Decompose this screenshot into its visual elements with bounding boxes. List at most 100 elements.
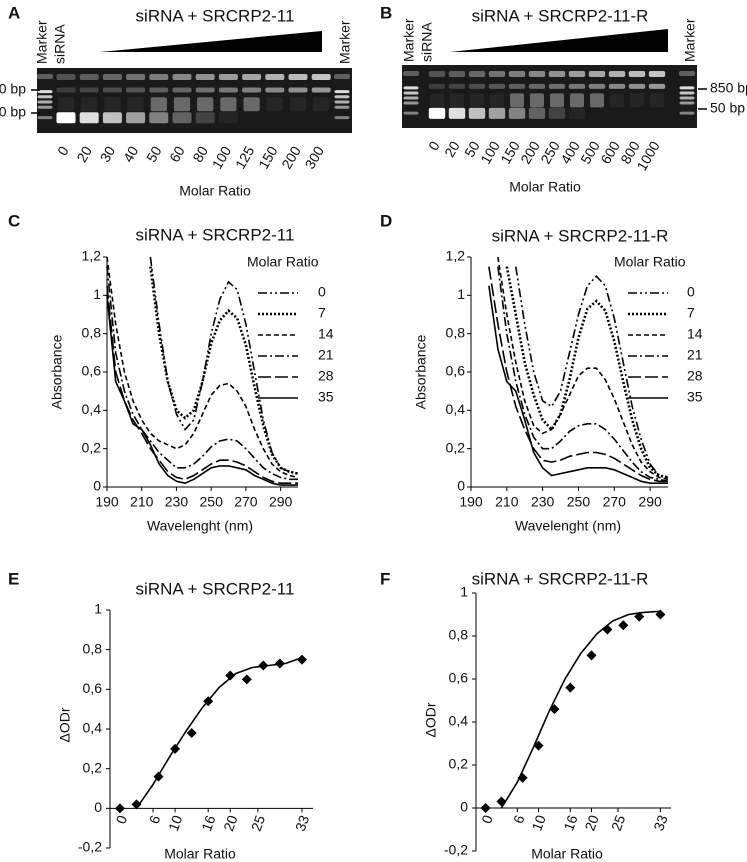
gel-band bbox=[448, 71, 466, 77]
gel-band bbox=[242, 74, 262, 80]
y-tick-label: 0,8 bbox=[446, 324, 466, 340]
gel-band bbox=[679, 96, 695, 100]
x-tick-label: 290 bbox=[638, 494, 662, 510]
gel-band bbox=[610, 93, 624, 108]
legend-label: 0 bbox=[687, 284, 695, 300]
x-tick-label: 25 bbox=[248, 813, 268, 833]
gel-band bbox=[313, 97, 330, 112]
gel-band bbox=[628, 83, 646, 89]
legend-label: 7 bbox=[318, 305, 326, 321]
gel-band bbox=[679, 86, 695, 90]
lane-label: 200 bbox=[517, 138, 543, 166]
data-point bbox=[655, 609, 666, 620]
gel-band bbox=[508, 83, 526, 89]
fit-curve bbox=[135, 656, 303, 809]
gel-band bbox=[102, 112, 122, 124]
gel-band bbox=[197, 97, 214, 112]
gel-band bbox=[648, 83, 666, 89]
gel-band bbox=[450, 93, 464, 108]
gel-band bbox=[488, 83, 506, 89]
gel-band bbox=[468, 71, 486, 77]
x-tick-label: 20 bbox=[220, 813, 240, 833]
x-tick-label: 0 bbox=[478, 813, 496, 826]
gel-band bbox=[550, 93, 564, 108]
gel-band bbox=[608, 71, 626, 77]
gel-band bbox=[528, 71, 546, 77]
y-axis-label: ΔODr bbox=[57, 707, 73, 742]
y-tick-label: 0 bbox=[457, 478, 465, 494]
gel-band bbox=[149, 112, 169, 124]
data-point bbox=[634, 611, 645, 622]
x-tick-label: 230 bbox=[531, 494, 555, 510]
gel-band bbox=[403, 86, 419, 90]
lane-label: 250 bbox=[537, 138, 563, 166]
panel-label: F bbox=[380, 569, 390, 588]
gel-band bbox=[242, 87, 262, 93]
chart-title: siRNA + SRCRP2-11 bbox=[136, 6, 295, 25]
y-tick-label: 0,6 bbox=[83, 680, 103, 696]
gel-band bbox=[508, 71, 526, 77]
series-line bbox=[497, 266, 669, 483]
series-line bbox=[505, 266, 669, 479]
gel-band bbox=[37, 100, 53, 104]
size-marker-label: 50 bp bbox=[0, 104, 26, 120]
y-tick-label: 0 bbox=[93, 478, 101, 494]
chart-title: siRNA + SRCRP2-11-R bbox=[472, 569, 649, 588]
series-line bbox=[488, 285, 668, 484]
gel-band bbox=[470, 93, 484, 108]
gel-band bbox=[311, 87, 331, 93]
gel-band bbox=[195, 112, 215, 124]
data-point bbox=[153, 771, 164, 782]
y-tick-label: 0,4 bbox=[449, 713, 469, 729]
y-tick-label: 0,2 bbox=[446, 439, 466, 455]
gel-band bbox=[265, 87, 285, 93]
x-tick-label: 0 bbox=[113, 813, 131, 826]
y-tick-label: 1 bbox=[93, 286, 101, 302]
x-tick-label: 6 bbox=[146, 813, 164, 826]
y-axis-label: ΔODr bbox=[423, 702, 439, 737]
legend-label: 21 bbox=[687, 347, 703, 363]
gel-band bbox=[630, 93, 644, 108]
lane-title: siRNA bbox=[52, 24, 68, 64]
legend-label: 14 bbox=[687, 326, 703, 342]
gel-band bbox=[195, 74, 215, 80]
gel-band bbox=[172, 112, 192, 124]
lane-label: 40 bbox=[120, 143, 142, 165]
gel-band bbox=[403, 111, 419, 115]
x-axis-label: Molar Ratio bbox=[509, 179, 581, 195]
size-marker-label: 50 bp bbox=[710, 100, 745, 116]
panel-label: E bbox=[8, 569, 19, 588]
y-tick-label: 0,6 bbox=[449, 670, 469, 686]
lane-label: 300 bbox=[301, 143, 327, 171]
gel-band bbox=[334, 95, 350, 99]
gel-band bbox=[56, 87, 76, 93]
y-tick-label: 1,2 bbox=[82, 248, 102, 264]
data-point bbox=[586, 650, 597, 661]
lane-label: 400 bbox=[557, 138, 583, 166]
gel-band bbox=[172, 74, 192, 80]
fit-curve bbox=[500, 610, 661, 809]
gel-band bbox=[311, 74, 331, 80]
y-tick-label: 0,8 bbox=[83, 640, 103, 656]
lane-label: 20 bbox=[73, 143, 95, 165]
x-axis-label: Molar Ratio bbox=[179, 183, 251, 199]
gel-band bbox=[102, 74, 122, 80]
legend-label: 21 bbox=[318, 347, 334, 363]
gel-band bbox=[510, 93, 524, 108]
x-tick-label: 190 bbox=[95, 494, 119, 510]
x-tick-label: 290 bbox=[269, 494, 293, 510]
chart-title: siRNA + SRCRP2-11 bbox=[136, 579, 295, 598]
x-tick-label: 190 bbox=[459, 494, 483, 510]
gel-band bbox=[79, 87, 99, 93]
y-tick-label: 1 bbox=[460, 584, 468, 600]
size-marker-label: 850 bp bbox=[0, 81, 26, 97]
gel-band bbox=[149, 87, 169, 93]
data-point bbox=[517, 772, 528, 783]
gel-band bbox=[218, 87, 238, 93]
gel-band bbox=[430, 93, 444, 108]
gel-band bbox=[37, 74, 53, 79]
lane-label: 150 bbox=[497, 138, 523, 166]
lane-label: 150 bbox=[255, 143, 281, 171]
gel-band bbox=[173, 97, 191, 112]
gel-band bbox=[570, 93, 584, 108]
